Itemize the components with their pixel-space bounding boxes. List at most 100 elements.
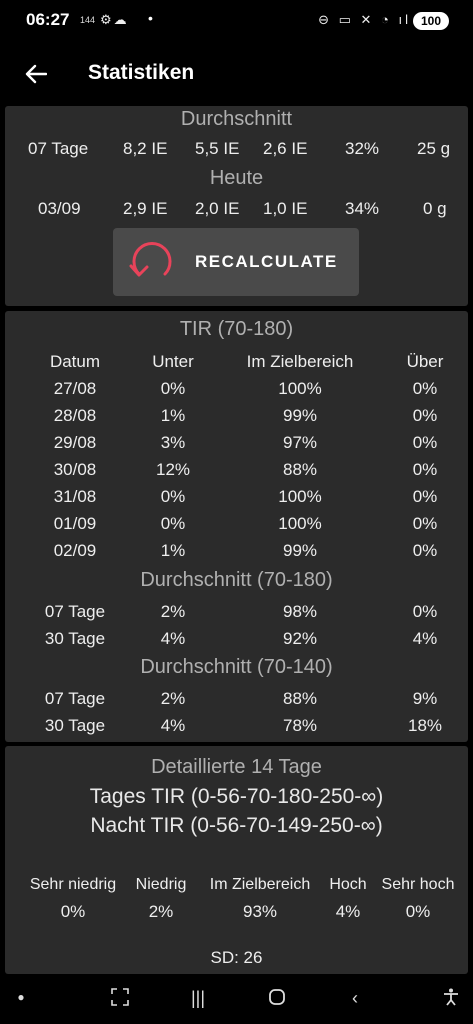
cell-above: 0% (412, 514, 438, 533)
table-row: 30 Tage 4% 78% 18% (5, 712, 468, 739)
detailed-values-row: 0% 2% 93% 4% 0% (5, 898, 468, 925)
cell-above: 0% (412, 460, 438, 479)
recalculate-label: RECALCULATE (195, 252, 338, 271)
cell-below: 12% (155, 460, 191, 479)
cell-above: 0% (412, 541, 438, 560)
col-in-range: Im Zielbereich (209, 876, 311, 893)
detailed-card: Detaillierte 14 Tage Tages TIR (0-56-70-… (5, 746, 468, 974)
status-time: 06:27 (26, 10, 70, 29)
value-low: 2% (148, 902, 174, 921)
day-tir-label: Tages TIR (0-56-70-180-250-∞) (89, 785, 384, 808)
cell-date: 27/08 (53, 379, 97, 398)
cell-date: 02/09 (53, 541, 97, 560)
average-heading: Durchschnitt (180, 108, 293, 130)
cell-below: 2% (160, 602, 186, 621)
cell-date: 29/08 (53, 433, 97, 452)
summary-card: Durchschnitt 07 Tage 8,2 IE 5,5 IE 2,6 I… (5, 106, 468, 306)
today-heading: Heute (209, 167, 264, 189)
cell-above: 0% (412, 433, 438, 452)
page-title: Statistiken (88, 61, 195, 84)
table-row: 30 Tage 4% 92% 4% (5, 625, 468, 652)
tir-card: TIR (70-180) Datum Unter Im Zielbereich … (5, 311, 468, 742)
cell-above: 4% (412, 629, 438, 648)
avg-total-insulin: 8,2 IE (123, 139, 168, 158)
cell-below: 4% (160, 716, 186, 735)
col-above: Über (406, 352, 444, 371)
sd-value: SD: 26 (210, 948, 263, 967)
night-tir-label: Nacht TIR (0-56-70-149-250-∞) (90, 814, 383, 837)
cell-in-range: 99% (282, 541, 318, 560)
cell-above: 0% (412, 379, 438, 398)
cell-below: 4% (160, 629, 186, 648)
col-high: Hoch (329, 876, 367, 893)
cell-below: 0% (160, 379, 186, 398)
today-carbs: 0 g (423, 199, 447, 218)
cell-in-range: 88% (282, 460, 318, 479)
cell-date: 01/09 (53, 514, 97, 533)
system-nav-bar: ● ||| ‹ (0, 980, 473, 1024)
system-icons: ⊖ ▭ ✕ ◔ ıl (318, 12, 411, 27)
arrow-left-icon (25, 64, 47, 84)
table-row: 30/08 12% 88% 0% (5, 456, 468, 483)
today-basal: 1,0 IE (263, 199, 308, 218)
value-very-high: 0% (405, 902, 431, 921)
cell-in-range: 100% (278, 514, 322, 533)
col-in-range: Im Zielbereich (246, 352, 354, 371)
tir-heading: TIR (70-180) (179, 318, 294, 340)
refresh-icon (129, 242, 172, 277)
today-row: 03/09 2,9 IE 2,0 IE 1,0 IE 34% 0 g (5, 195, 468, 222)
cell-above: 0% (412, 406, 438, 425)
cell-below: 0% (160, 514, 186, 533)
cell-in-range: 98% (282, 602, 318, 621)
cell-above: 0% (412, 602, 438, 621)
recents-icon[interactable]: ||| (190, 988, 206, 1008)
recalculate-button[interactable]: RECALCULATE (113, 228, 359, 296)
cell-above: 0% (412, 487, 438, 506)
cell-period: 30 Tage (44, 716, 106, 735)
today-bolus: 2,0 IE (195, 199, 240, 218)
notification-dot-icon: • (148, 10, 153, 26)
cell-period: 30 Tage (44, 629, 106, 648)
cell-in-range: 100% (278, 487, 322, 506)
cell-date: 30/08 (53, 460, 97, 479)
value-high: 4% (335, 902, 361, 921)
col-very-low: Sehr niedrig (29, 876, 117, 893)
cell-in-range: 99% (282, 406, 318, 425)
col-below: Unter (152, 352, 194, 371)
cell-above: 9% (412, 689, 438, 708)
cell-period: 07 Tage (44, 602, 106, 621)
cell-above: 18% (407, 716, 443, 735)
cell-in-range: 92% (282, 629, 318, 648)
table-row: 07 Tage 2% 98% 0% (5, 598, 468, 625)
value-very-low: 0% (60, 902, 86, 921)
app-bar: Statistiken (0, 44, 473, 104)
value-in-range: 93% (242, 902, 278, 921)
cell-date: 31/08 (53, 487, 97, 506)
cell-in-range: 88% (282, 689, 318, 708)
notification-icons: ⚙☁ (100, 12, 129, 27)
cell-below: 1% (160, 406, 186, 425)
table-row: 01/09 0% 100% 0% (5, 510, 468, 537)
refresh-rate: 144 (80, 15, 96, 25)
accessibility-icon[interactable] (436, 988, 466, 1011)
avg-basal-percent: 32% (345, 139, 380, 158)
avg-carbs: 25 g (417, 139, 451, 158)
cell-below: 1% (160, 541, 186, 560)
cell-in-range: 100% (278, 379, 322, 398)
back-button[interactable] (18, 56, 54, 92)
cell-below: 0% (160, 487, 186, 506)
table-row: 27/08 0% 100% 0% (5, 375, 468, 402)
nav-dot-icon: ● (17, 990, 25, 1004)
cell-in-range: 78% (282, 716, 318, 735)
status-bar: 06:27 144 ⚙☁ • ⊖ ▭ ✕ ◔ ıl 100 (0, 0, 473, 44)
scan-icon[interactable] (105, 988, 135, 1011)
cell-in-range: 97% (282, 433, 318, 452)
table-row: 29/08 3% 97% 0% (5, 429, 468, 456)
back-nav-icon[interactable]: ‹ (352, 988, 358, 1008)
home-icon[interactable] (262, 988, 292, 1011)
today-basal-percent: 34% (345, 199, 380, 218)
cell-period: 07 Tage (44, 689, 106, 708)
table-row: 28/08 1% 99% 0% (5, 402, 468, 429)
table-row: 07 Tage 2% 88% 9% (5, 685, 468, 712)
col-date: Datum (49, 352, 101, 371)
